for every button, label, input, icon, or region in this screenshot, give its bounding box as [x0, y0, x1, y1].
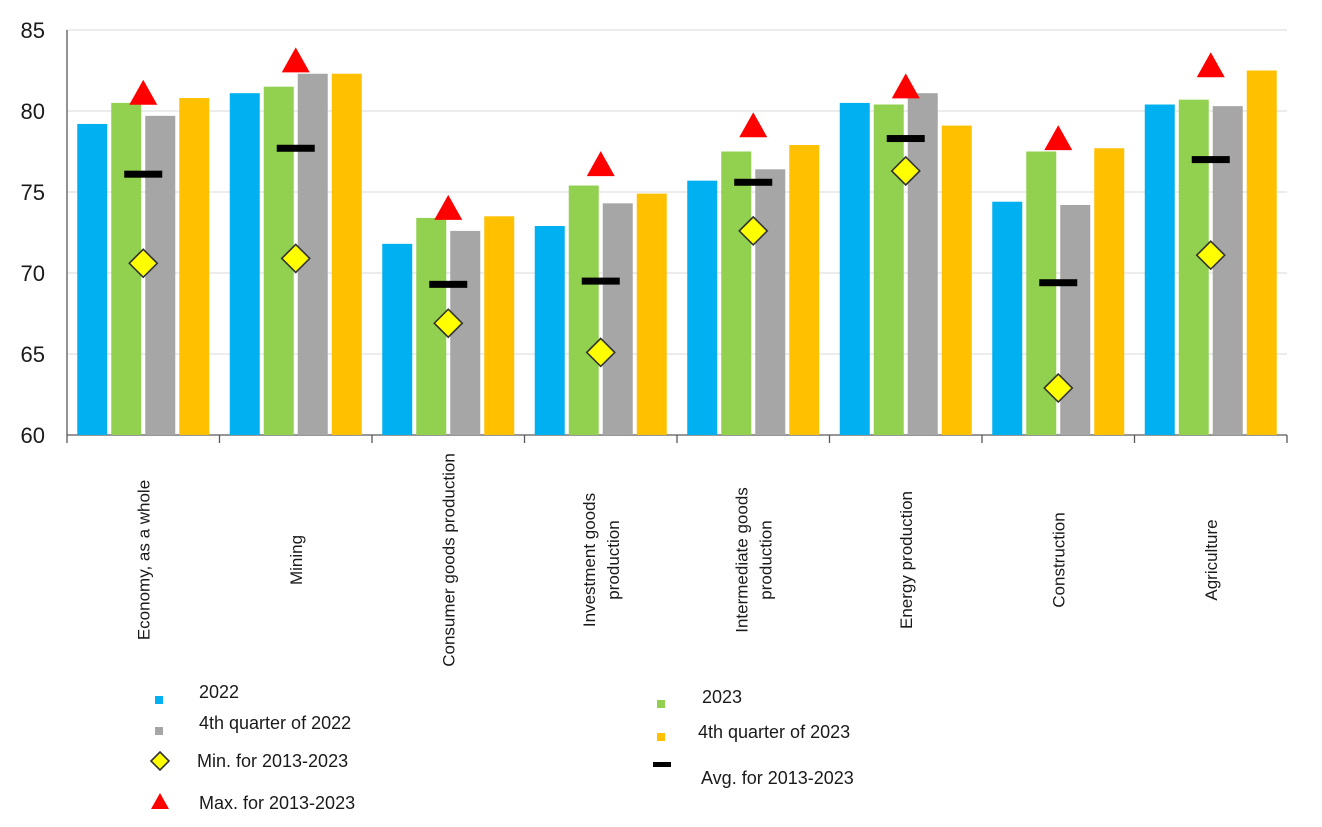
- min-marker: [890, 155, 921, 187]
- bar: [1144, 104, 1175, 436]
- bar: [382, 243, 413, 435]
- legend-label-2023: 2023: [702, 686, 743, 707]
- bar: [1060, 204, 1091, 435]
- x-category-label: Agriculture: [1202, 519, 1221, 600]
- legend-swatch-q4-2022: [155, 727, 163, 735]
- y-tick-label: 80: [21, 99, 45, 124]
- min-marker: [128, 248, 159, 279]
- bar: [229, 93, 260, 436]
- x-category-label: Investment goods production: [580, 493, 623, 627]
- bar: [568, 185, 599, 435]
- y-tick-label: 60: [21, 423, 45, 448]
- legend-label-avg: Avg. for 2013-2023: [701, 768, 854, 788]
- bar: [1246, 70, 1277, 435]
- legend-item-2023: 2023: [657, 686, 742, 708]
- triangle-icon: [151, 792, 169, 809]
- bar: [1212, 106, 1243, 435]
- legend-label-q4-2022: 4th quarter of 2022: [199, 712, 352, 733]
- min-marker: [1195, 240, 1226, 271]
- bar: [331, 73, 362, 436]
- y-tick-label: 85: [21, 18, 45, 43]
- min-marker: [738, 215, 769, 247]
- avg-marker: [1191, 156, 1230, 164]
- avg-marker: [734, 178, 773, 186]
- legend-item-q4-2022: 4th quarter of 2022: [155, 711, 351, 735]
- legend-label-q4-2023: 4th quarter of 2023: [698, 722, 851, 742]
- x-category-label: Energy production: [897, 491, 916, 629]
- x-category-label-line: production: [604, 520, 623, 599]
- x-category-label: Construction: [1049, 512, 1068, 607]
- legend-item-avg: Avg. for 2013-2023: [653, 760, 854, 789]
- avg-marker: [276, 144, 315, 152]
- bar: [721, 151, 752, 435]
- y-tick-label: 65: [21, 342, 45, 367]
- max-marker: [1044, 125, 1073, 151]
- legend-item-q4-2023: 4th quarter of 2023: [657, 722, 850, 743]
- min-marker: [433, 308, 464, 339]
- bar: [992, 201, 1023, 435]
- legend-swatch-q4-2023: [657, 732, 665, 741]
- legend-label-max: Max. for 2013-2023: [199, 793, 356, 813]
- y-tick-label: 75: [21, 180, 45, 205]
- bar: [907, 93, 938, 436]
- x-category-label: Consumer goods production: [439, 453, 458, 667]
- avg-marker: [1039, 279, 1078, 287]
- legend-label-2022: 2022: [199, 681, 240, 702]
- diamond-icon: [149, 750, 171, 772]
- max-marker: [586, 151, 615, 177]
- bar: [941, 125, 972, 435]
- max-marker: [739, 112, 768, 138]
- dash-icon: [653, 762, 671, 767]
- min-marker: [585, 337, 616, 368]
- bar: [484, 216, 515, 435]
- bar: [755, 169, 786, 435]
- bar: [1178, 99, 1209, 435]
- x-category-label: Mining: [287, 535, 306, 585]
- min-marker: [1043, 372, 1074, 404]
- avg-marker: [124, 170, 163, 178]
- x-category-label-line: Intermediate goods: [732, 487, 751, 633]
- bar: [145, 115, 176, 436]
- bar: [1094, 148, 1125, 435]
- bar: [602, 203, 633, 435]
- avg-marker: [886, 135, 925, 143]
- x-category-label-line: Investment goods: [580, 493, 599, 627]
- bar: [77, 123, 108, 436]
- max-marker: [281, 47, 310, 73]
- bar: [534, 226, 565, 435]
- legend-item-2022: 2022: [155, 680, 239, 704]
- bar: [179, 98, 210, 435]
- legend-label-min: Min. for 2013-2023: [197, 750, 349, 771]
- x-category-label: Economy, as a whole: [134, 480, 153, 640]
- x-category-label-line: production: [756, 520, 775, 599]
- x-category-label-line: Agriculture: [1202, 519, 1221, 600]
- bar: [636, 193, 667, 435]
- min-marker: [280, 243, 311, 274]
- avg-marker: [581, 277, 620, 285]
- x-category-label-line: Energy production: [897, 491, 916, 629]
- bar: [450, 230, 481, 435]
- bar: [839, 102, 870, 436]
- x-category-label-line: Consumer goods production: [439, 453, 458, 667]
- max-marker: [434, 194, 463, 220]
- y-tick-label: 70: [21, 261, 45, 286]
- x-category-label-line: Construction: [1049, 512, 1068, 607]
- legend-swatch-2022: [155, 696, 163, 704]
- max-marker: [129, 79, 158, 105]
- max-marker: [891, 73, 920, 99]
- x-category-label-line: Mining: [287, 535, 306, 585]
- x-category-label: Intermediate goods production: [732, 487, 775, 633]
- max-marker: [1196, 52, 1225, 78]
- bar: [789, 145, 820, 435]
- x-category-label-line: Economy, as a whole: [134, 480, 153, 640]
- bar: [687, 180, 718, 435]
- bar: [873, 104, 904, 436]
- avg-marker: [429, 280, 468, 288]
- legend-item-max: Max. for 2013-2023: [150, 787, 355, 814]
- legend-item-min: Min. for 2013-2023: [149, 750, 348, 772]
- legend-swatch-2023: [657, 700, 665, 708]
